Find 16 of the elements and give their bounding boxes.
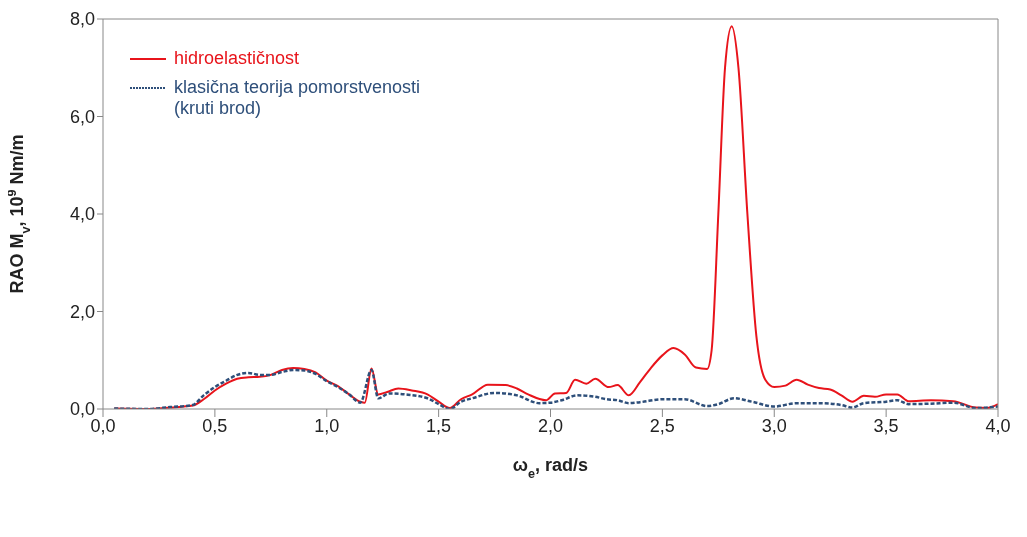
y-tick-label: 4,0 bbox=[69, 204, 95, 225]
x-tick-label: 3,0 bbox=[761, 415, 787, 436]
x-tick-label: 2,0 bbox=[537, 415, 564, 436]
legend-label: klasična teorija pomorstvenosti (kruti brod) bbox=[174, 77, 422, 119]
legend-label: hidroelastičnost bbox=[174, 48, 300, 69]
y-tick-label: 2,0 bbox=[69, 301, 95, 322]
y-tick-label: 8,0 bbox=[69, 9, 95, 30]
x-tick-label: 0,5 bbox=[202, 415, 228, 436]
x-axis-title: ω$_{e}$, rad/s bbox=[512, 455, 589, 481]
x-tick-label: 3,5 bbox=[873, 415, 899, 436]
x-tick-label: 4,0 bbox=[985, 415, 1011, 436]
y-tick-label: 6,0 bbox=[69, 106, 95, 127]
x-tick-label: 2,5 bbox=[649, 415, 675, 436]
x-tick-label: 1,0 bbox=[314, 415, 340, 436]
line-series bbox=[112, 368, 998, 409]
x-tick-label: 1,5 bbox=[426, 415, 452, 436]
